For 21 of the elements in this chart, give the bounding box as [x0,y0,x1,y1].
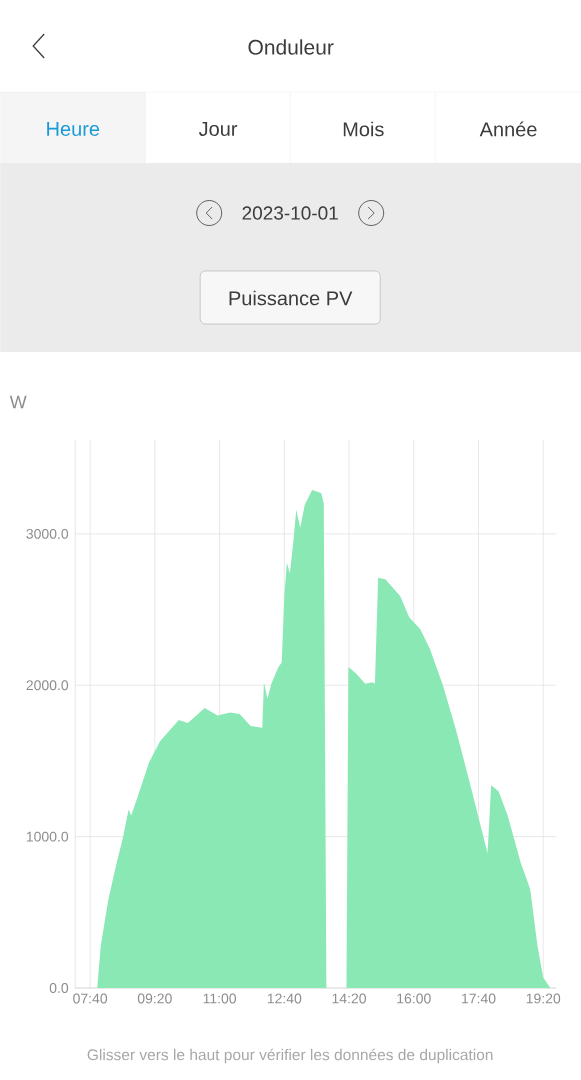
y-tick-label: 3000.0 [26,528,68,539]
x-tick-label: 12:40 [267,993,302,1004]
x-tick-label: 17:40 [461,993,496,1004]
x-tick-label: 11:00 [203,993,236,1004]
x-tick-label: 16:00 [397,993,431,1004]
chart-title: Onduleur [248,39,334,55]
y-tick-label: 2000.0 [26,680,68,691]
text: Puissance PV [229,290,353,306]
x-tick-label: 09:20 [137,993,172,1004]
text: Mois [343,121,384,137]
y-axis-title: W [9,395,27,409]
x-tick-label: 07:40 [72,993,107,1004]
y-tick-label: 0.0 [49,983,68,993]
x-tick-label: 19:20 [526,993,561,1004]
y-tick-label: 1000.0 [26,831,68,842]
x-tick-label: 14:20 [332,993,366,1004]
text: Heure [47,122,99,136]
text: Année [479,121,537,137]
text: Glisser vers le haut pour vérifier les données de duplication [87,1048,493,1064]
text: Jour [198,122,237,136]
chart-subtitle: 2023-10-01 [242,206,338,220]
